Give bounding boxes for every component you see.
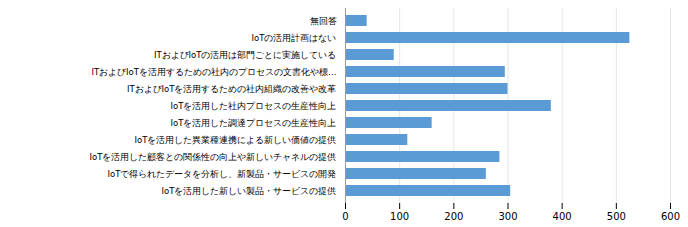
- svg-text:500: 500: [607, 211, 626, 222]
- svg-text:0: 0: [342, 211, 348, 222]
- svg-text:IoTを活用した顧客との関係性の向上や新しいチャネルの提供: IoTを活用した顧客との関係性の向上や新しいチャネルの提供: [90, 152, 337, 162]
- svg-text:IoTで得られたデータを分析し、新製品・サービスの開発: IoTで得られたデータを分析し、新製品・サービスの開発: [108, 169, 337, 179]
- svg-text:600: 600: [661, 211, 680, 222]
- svg-text:IoTを活用した異業種連携による新しい価値の提供: IoTを活用した異業種連携による新しい価値の提供: [135, 135, 337, 145]
- svg-text:200: 200: [444, 211, 463, 222]
- svg-text:IoTを活用した社内プロセスの生産性向上: IoTを活用した社内プロセスの生産性向上: [171, 101, 337, 111]
- svg-text:400: 400: [553, 211, 572, 222]
- svg-text:ITおよびIoTの活用は部門ごとに実施している: ITおよびIoTの活用は部門ごとに実施している: [154, 50, 337, 60]
- svg-text:無回答: 無回答: [310, 16, 337, 26]
- svg-text:ITおよびIoTを活用するための社内のプロセスの文書化や標…: ITおよびIoTを活用するための社内のプロセスの文書化や標…: [91, 67, 336, 77]
- svg-text:300: 300: [498, 211, 517, 222]
- svg-text:IoTの活用計画はない: IoTの活用計画はない: [252, 33, 337, 43]
- svg-text:IoTを活用した新しい製品・サービスの提供: IoTを活用した新しい製品・サービスの提供: [162, 186, 337, 196]
- svg-text:IoTを活用した調達プロセスの生産性向上: IoTを活用した調達プロセスの生産性向上: [171, 118, 337, 128]
- svg-text:ITおよびIoTを活用するための社内組織の改善や改革: ITおよびIoTを活用するための社内組織の改善や改革: [127, 84, 337, 94]
- svg-text:100: 100: [390, 211, 409, 222]
